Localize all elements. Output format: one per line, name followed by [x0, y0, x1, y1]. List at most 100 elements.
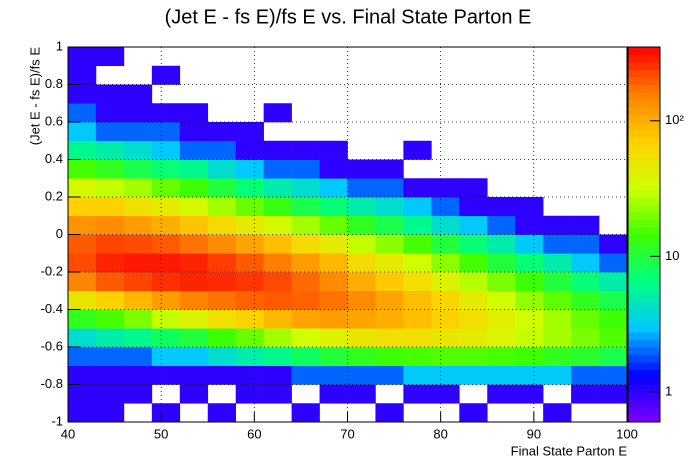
heat-cell — [320, 122, 348, 141]
heat-cell — [95, 290, 125, 310]
heat-cell — [96, 66, 124, 85]
heat-cell — [347, 159, 376, 179]
heat-cell — [459, 253, 488, 273]
heat-cell — [487, 47, 515, 66]
heat-cell — [515, 47, 543, 66]
heat-cell — [207, 290, 236, 310]
heat-cell — [207, 159, 236, 179]
heat-cell — [292, 385, 320, 404]
y-tick-label: 1 — [56, 38, 63, 53]
colorbar-step — [628, 347, 660, 355]
heat-cell — [291, 159, 320, 179]
heat-cell — [431, 253, 460, 273]
heat-cell — [459, 47, 487, 66]
heat-cell — [515, 403, 543, 422]
heat-cell — [571, 309, 600, 329]
colorbar-step — [628, 84, 660, 93]
heat-cell — [207, 365, 236, 385]
colorbar-step — [628, 287, 660, 295]
colorbar-step — [628, 242, 660, 250]
heat-cell — [319, 309, 348, 329]
heat-cell — [95, 328, 125, 348]
heat-cell — [403, 253, 432, 273]
heat-cell — [515, 384, 544, 404]
heat-cell — [68, 140, 97, 160]
heat-cell — [431, 234, 460, 254]
heat-cell — [431, 122, 459, 141]
heat-cell — [515, 215, 544, 235]
heat-cell — [347, 290, 376, 310]
heat-cell — [291, 272, 320, 292]
heat-cell — [207, 140, 236, 160]
heat-cell — [571, 160, 599, 179]
heat-cell — [151, 178, 181, 198]
heat-cell — [319, 159, 348, 179]
heat-cell — [347, 253, 376, 273]
heat-cell — [375, 178, 404, 198]
heat-cell — [151, 103, 181, 123]
heat-cell — [179, 215, 209, 235]
heat-cell — [431, 347, 460, 367]
heat-cell — [95, 103, 125, 123]
heat-cell — [291, 347, 320, 367]
heat-cell — [347, 384, 376, 404]
heat-cell — [571, 253, 600, 273]
heat-cell — [68, 328, 97, 348]
heat-cell — [348, 122, 376, 141]
heat-cell — [263, 365, 292, 385]
heat-cell — [68, 159, 97, 179]
heat-cell — [515, 178, 543, 197]
heat-cell — [599, 216, 627, 235]
heat-cell — [235, 253, 264, 273]
colorbar-step — [628, 174, 660, 183]
heat-cell — [319, 140, 348, 160]
heat-cell — [375, 122, 403, 141]
heat-cell — [487, 178, 515, 197]
heat-cell — [403, 384, 432, 404]
heat-cell — [68, 365, 97, 385]
heat-cell — [179, 328, 209, 348]
heat-cell — [292, 122, 320, 141]
heat-cell — [431, 47, 459, 66]
heat-cell — [487, 347, 516, 367]
heat-cell — [151, 122, 181, 142]
heat-cell — [599, 272, 628, 292]
heat-cell — [431, 85, 459, 104]
colorbar-step — [628, 317, 660, 325]
heat-cell — [124, 403, 152, 422]
heat-cell — [263, 215, 292, 235]
heat-cell — [403, 347, 432, 367]
chart-title: (Jet E - fs E)/fs E vs. Final State Part… — [165, 6, 532, 28]
heat-cell — [95, 309, 125, 329]
heat-cell — [515, 253, 544, 273]
heat-cell — [95, 253, 125, 273]
heat-cell — [403, 160, 431, 179]
heat-cell — [291, 215, 320, 235]
heat-cell — [375, 66, 403, 85]
heat-cell — [431, 365, 460, 385]
heat-cell — [151, 234, 181, 254]
heat-cell — [599, 66, 627, 85]
colorbar-step — [628, 197, 660, 205]
heat-cell — [68, 403, 97, 423]
heat-cell — [347, 197, 376, 217]
heat-cell — [263, 328, 292, 348]
colorbar-step — [628, 114, 660, 123]
heat-cell — [95, 84, 125, 104]
heat-cell — [571, 290, 600, 310]
heat-cell — [431, 290, 460, 310]
heat-cell — [151, 65, 181, 85]
heat-cell — [403, 309, 432, 329]
heat-cell — [571, 347, 600, 367]
heat-cell — [95, 122, 125, 142]
heat-cell — [235, 140, 264, 160]
colorbar-frame — [627, 46, 661, 423]
heat-cell — [207, 215, 236, 235]
heat-cell — [375, 47, 403, 66]
heat-cell — [95, 47, 125, 67]
heat-cell — [68, 253, 97, 273]
heat-cell — [151, 197, 181, 217]
colorbar-step — [628, 399, 660, 408]
colorbar-step — [628, 129, 660, 138]
heat-cell — [179, 384, 209, 404]
